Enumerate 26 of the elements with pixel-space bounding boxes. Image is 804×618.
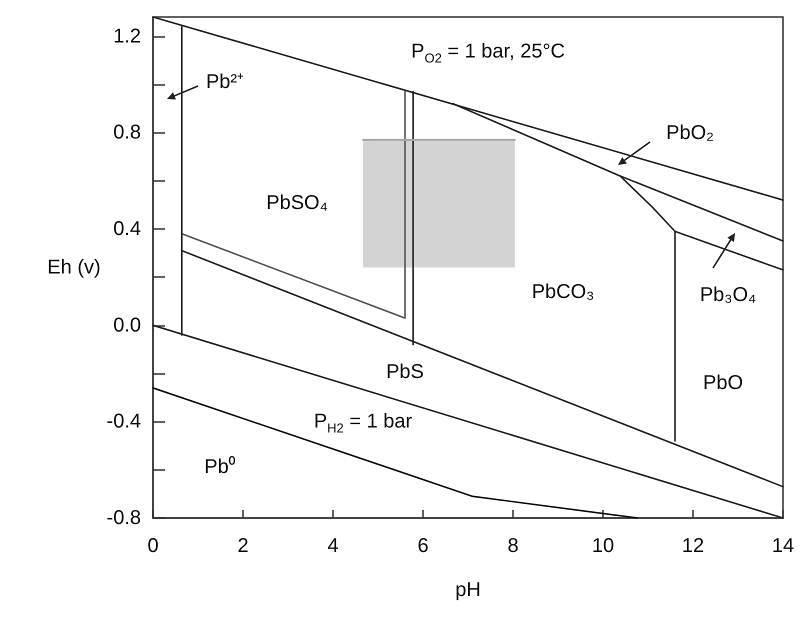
- annotation: PbS: [386, 361, 424, 383]
- x-tick-label: 6: [417, 535, 429, 557]
- annotation: PbSO₄: [266, 192, 328, 214]
- x-tick-label: 0: [147, 535, 159, 557]
- x-tick-label: 8: [507, 535, 519, 557]
- annotation: Pb⁰: [204, 456, 236, 478]
- x-tick-label: 12: [682, 535, 704, 557]
- annotation: P$_{O2}$ = 1 bar, 25°C: [411, 40, 565, 66]
- y-tick-label: -0.4: [106, 410, 141, 433]
- x-tick-label: 4: [327, 535, 339, 557]
- x-tick-label: 2: [237, 535, 249, 557]
- y-axis-title: Eh (v): [47, 256, 101, 278]
- y-tick-label: -0.8: [106, 507, 141, 529]
- y-tick-label: 0.8: [113, 122, 141, 144]
- x-tick-label: 10: [592, 535, 614, 557]
- annotation: PbO₂: [666, 122, 714, 144]
- annotation: Pb₃O₄: [700, 284, 756, 306]
- y-tick-label: 0.4: [113, 218, 141, 240]
- annotation: PbCO₃: [532, 281, 594, 303]
- y-tick-label: 1.2: [113, 25, 141, 48]
- annotation: P$_{H2}$ = 1 bar: [314, 410, 412, 436]
- x-axis-title: pH: [455, 579, 481, 601]
- annotation: PbO: [702, 372, 744, 394]
- y-tick-label: 0.0: [113, 314, 141, 336]
- x-tick-label: 14: [772, 535, 794, 557]
- annotation: Pb²⁺: [206, 71, 244, 93]
